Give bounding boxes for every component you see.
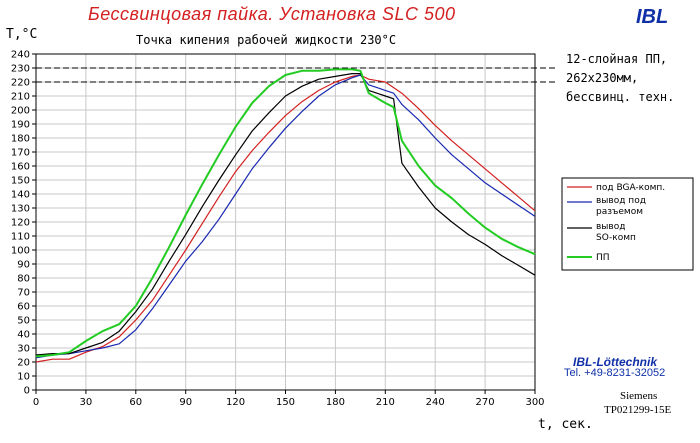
y-tick-label: 240: [11, 50, 30, 61]
company-phone: Tel. +49-8231-32052: [564, 367, 666, 379]
board-info-line-2: 262х230мм,: [566, 71, 639, 85]
x-tick-label: 240: [426, 397, 445, 408]
y-tick-label: 0: [24, 386, 30, 397]
customer-name: Siemens: [620, 390, 658, 402]
x-axis-label: t, сек.: [538, 417, 593, 432]
y-tick-label: 180: [11, 134, 30, 145]
x-tick-label: 150: [276, 397, 295, 408]
y-tick-label: 230: [11, 64, 30, 75]
x-tick-label: 270: [476, 397, 495, 408]
y-tick-label: 210: [11, 92, 30, 103]
y-tick-label: 140: [11, 190, 30, 201]
y-tick-label: 160: [11, 162, 30, 173]
y-tick-label: 40: [17, 330, 30, 341]
y-tick-label: 20: [17, 358, 30, 369]
x-tick-label: 90: [179, 397, 192, 408]
y-tick-label: 100: [11, 246, 30, 257]
y-tick-label: 170: [11, 148, 30, 159]
series-line-2: [35, 74, 536, 359]
x-tick-label: 120: [226, 397, 245, 408]
legend-label-2: вывод под разъемом: [596, 196, 646, 217]
x-tick-label: 300: [525, 397, 544, 408]
x-tick-label: 60: [129, 397, 142, 408]
board-info: 12-слойная ПП, 262х230мм, бессвинц. техн…: [566, 50, 674, 107]
series-line-4: [35, 68, 536, 358]
legend-box: [561, 177, 694, 271]
x-tick-label: 210: [376, 397, 395, 408]
legend-label-3: вывод SO-комп: [596, 222, 636, 243]
legend-label-1: под BGA-комп.: [596, 183, 665, 193]
company-name: IBL-Löttechnik: [573, 355, 657, 369]
y-tick-label: 70: [17, 288, 30, 299]
board-info-line-3: бессвинц. техн.: [566, 90, 675, 104]
y-tick-label: 10: [17, 372, 30, 383]
y-tick-label: 60: [17, 302, 30, 313]
document-number: TP021299-15E: [604, 404, 672, 416]
y-tick-label: 190: [11, 120, 30, 131]
y-tick-label: 220: [11, 78, 30, 89]
legend: под BGA-комп. вывод под разъемом вывод SO-ко…: [561, 177, 694, 271]
x-tick-label: 180: [326, 397, 345, 408]
series-line-1: [35, 74, 536, 363]
y-tick-label: 80: [17, 274, 30, 285]
y-tick-label: 90: [17, 260, 30, 271]
legend-label-4: ПП: [596, 253, 610, 263]
ibl-logo: IBL: [636, 6, 669, 28]
y-tick-label: 30: [17, 344, 30, 355]
y-tick-label: 110: [11, 232, 30, 243]
series-line-3: [35, 72, 536, 356]
x-tick-label: 0: [33, 397, 39, 408]
y-tick-label: 200: [11, 106, 30, 117]
y-axis-label: T,°C: [6, 27, 37, 42]
y-tick-label: 150: [11, 176, 30, 187]
y-tick-label: 120: [11, 218, 30, 229]
chart-title-header: Бессвинцовая пайка. Установка SLC 500: [88, 4, 456, 24]
y-tick-label: 50: [17, 316, 30, 327]
chart-subtitle: Точка кипения рабочей жидкости 230°C: [136, 33, 397, 47]
plot-frame: [35, 53, 536, 391]
y-tick-label: 130: [11, 204, 30, 215]
x-tick-label: 30: [80, 397, 93, 408]
board-info-line-1: 12-слойная ПП,: [566, 52, 668, 66]
